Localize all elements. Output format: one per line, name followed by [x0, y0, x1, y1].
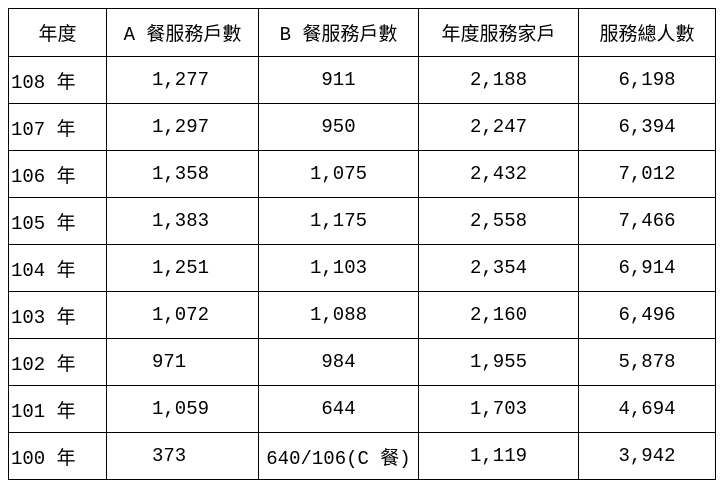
table-cell: 1,059 — [106, 385, 259, 433]
table-cell: 3,942 — [578, 432, 716, 480]
table-cell: 4,694 — [578, 385, 716, 433]
table-cell: 6,914 — [578, 244, 716, 292]
table-cell: 911 — [258, 56, 419, 104]
table-cell: 2,432 — [418, 150, 579, 198]
table-cell: 101 年 — [8, 385, 107, 433]
table-cell: 1,119 — [418, 432, 579, 480]
table-cell: 1,277 — [106, 56, 259, 104]
table-cell: 1,075 — [258, 150, 419, 198]
table-cell: 6,496 — [578, 291, 716, 339]
table-cell: 640/106(C 餐) — [258, 432, 419, 480]
table-cell: 644 — [258, 385, 419, 433]
table-cell: 984 — [258, 338, 419, 386]
table-cell: 1,358 — [106, 150, 259, 198]
table-cell: 105 年 — [8, 197, 107, 245]
table-row: 100 年 373 640/106(C 餐) 1,119 3,942 — [8, 432, 716, 480]
table-row: 107 年 1,297 950 2,247 6,394 — [8, 103, 716, 151]
table-cell: 106 年 — [8, 150, 107, 198]
table-cell: 103 年 — [8, 291, 107, 339]
table-cell: 971 — [106, 338, 259, 386]
table-cell: 108 年 — [8, 56, 107, 104]
table-body: 108 年 1,277 911 2,188 6,198 107 年 1,297 950 2,24… — [8, 56, 716, 480]
table-cell: 1,175 — [258, 197, 419, 245]
table-cell: 5,878 — [578, 338, 716, 386]
table-cell: 6,198 — [578, 56, 716, 104]
table-row: 106 年 1,358 1,075 2,432 7,012 — [8, 150, 716, 198]
table-cell: 1,251 — [106, 244, 259, 292]
table-cell: 1,955 — [418, 338, 579, 386]
table-cell: 1,297 — [106, 103, 259, 151]
table-cell: 2,247 — [418, 103, 579, 151]
table-cell: 1,072 — [106, 291, 259, 339]
table-cell: 950 — [258, 103, 419, 151]
data-table: 年度 A 餐服務戶數 B 餐服務戶數 年度服務家戶 服務總人數 108 年 1,277 91… — [8, 8, 716, 480]
header-row: 年度 A 餐服務戶數 B 餐服務戶數 年度服務家戶 服務總人數 — [8, 8, 716, 57]
header-cell: A 餐服務戶數 — [106, 8, 259, 57]
table-cell: 1,088 — [258, 291, 419, 339]
table-cell: 1,103 — [258, 244, 419, 292]
table-cell: 102 年 — [8, 338, 107, 386]
table-row: 108 年 1,277 911 2,188 6,198 — [8, 56, 716, 104]
header-cell: 服務總人數 — [578, 8, 716, 57]
table-row: 103 年 1,072 1,088 2,160 6,496 — [8, 291, 716, 339]
table-cell: 7,466 — [578, 197, 716, 245]
table-cell: 104 年 — [8, 244, 107, 292]
header-cell: 年度 — [8, 8, 107, 57]
table-cell: 100 年 — [8, 432, 107, 480]
table-row: 104 年 1,251 1,103 2,354 6,914 — [8, 244, 716, 292]
header-cell: B 餐服務戶數 — [258, 8, 419, 57]
table-cell: 7,012 — [578, 150, 716, 198]
table-cell: 1,703 — [418, 385, 579, 433]
table-cell: 1,383 — [106, 197, 259, 245]
table-cell: 107 年 — [8, 103, 107, 151]
table-cell: 2,188 — [418, 56, 579, 104]
table-cell: 2,354 — [418, 244, 579, 292]
table-cell: 2,558 — [418, 197, 579, 245]
table-row: 101 年 1,059 644 1,703 4,694 — [8, 385, 716, 433]
header-cell: 年度服務家戶 — [418, 8, 579, 57]
table-row: 102 年 971 984 1,955 5,878 — [8, 338, 716, 386]
table-row: 105 年 1,383 1,175 2,558 7,466 — [8, 197, 716, 245]
table-cell: 373 — [106, 432, 259, 480]
table-cell: 2,160 — [418, 291, 579, 339]
table-cell: 6,394 — [578, 103, 716, 151]
